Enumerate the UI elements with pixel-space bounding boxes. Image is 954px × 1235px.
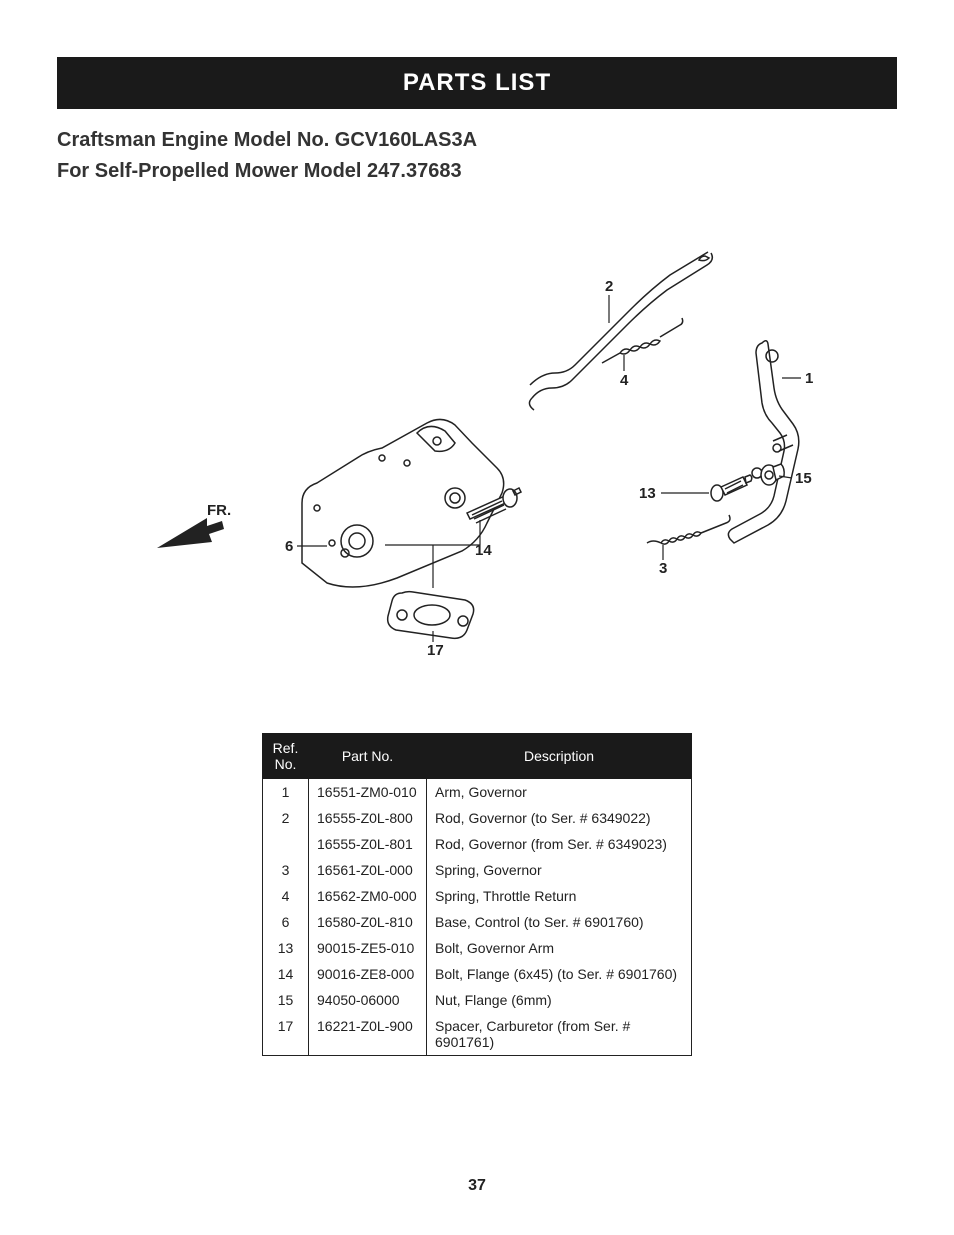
cell-partno: 90015-ZE5-010 [309, 935, 427, 961]
subtitle-line1: Craftsman Engine Model No. GCV160LAS3A [57, 129, 897, 152]
cell-desc: Spring, Throttle Return [427, 883, 692, 909]
page-number: 37 [0, 1177, 954, 1195]
callout-4: 4 [620, 372, 629, 389]
cell-partno: 16555-Z0L-801 [309, 831, 427, 857]
cell-partno: 16555-Z0L-800 [309, 805, 427, 831]
cell-desc: Bolt, Governor Arm [427, 935, 692, 961]
exploded-diagram: FR. 6 [57, 243, 897, 663]
callout-2: 2 [605, 278, 613, 295]
callout-13: 13 [639, 485, 656, 502]
callout-1: 1 [805, 370, 813, 387]
callout-17: 17 [427, 642, 444, 659]
cell-desc: Arm, Governor [427, 779, 692, 806]
cell-ref: 13 [263, 935, 309, 961]
cell-desc: Spacer, Carburetor (from Ser. # 6901761) [427, 1013, 692, 1056]
cell-ref: 6 [263, 909, 309, 935]
table-row: 1716221-Z0L-900Spacer, Carburetor (from … [263, 1013, 692, 1056]
th-ref: Ref. No. [263, 734, 309, 779]
cell-ref: 4 [263, 883, 309, 909]
part-bolt-governor-arm [711, 475, 752, 501]
cell-desc: Nut, Flange (6mm) [427, 987, 692, 1013]
table-row: 216555-Z0L-800Rod, Governor (to Ser. # 6… [263, 805, 692, 831]
table-row: 616580-Z0L-810Base, Control (to Ser. # 6… [263, 909, 692, 935]
part-arm-governor [728, 341, 798, 543]
table-row: 416562-ZM0-000Spring, Throttle Return [263, 883, 692, 909]
cell-ref: 2 [263, 805, 309, 831]
parts-table: Ref. No. Part No. Description 116551-ZM0… [262, 733, 692, 1056]
table-row: 1390015-ZE5-010Bolt, Governor Arm [263, 935, 692, 961]
cell-partno: 16221-Z0L-900 [309, 1013, 427, 1056]
cell-ref: 1 [263, 779, 309, 806]
cell-ref [263, 831, 309, 857]
cell-ref: 3 [263, 857, 309, 883]
fr-label: FR. [207, 502, 231, 519]
cell-ref: 15 [263, 987, 309, 1013]
part-spring-throttle [602, 318, 683, 363]
part-base-control [302, 419, 504, 587]
table-row: 16555-Z0L-801Rod, Governor (from Ser. # … [263, 831, 692, 857]
cell-desc: Base, Control (to Ser. # 6901760) [427, 909, 692, 935]
callout-3: 3 [659, 560, 667, 577]
cell-partno: 16561-Z0L-000 [309, 857, 427, 883]
cell-partno: 94050-06000 [309, 987, 427, 1013]
table-row: 316561-Z0L-000Spring, Governor [263, 857, 692, 883]
cell-desc: Rod, Governor (to Ser. # 6349022) [427, 805, 692, 831]
cell-ref: 17 [263, 1013, 309, 1056]
th-partno: Part No. [309, 734, 427, 779]
part-spacer-carburetor [388, 592, 474, 639]
cell-ref: 14 [263, 961, 309, 987]
cell-partno: 16562-ZM0-000 [309, 883, 427, 909]
table-row: 1594050-06000Nut, Flange (6mm) [263, 987, 692, 1013]
fr-arrow-icon [157, 518, 224, 548]
table-row: 1490016-ZE8-000Bolt, Flange (6x45) (to S… [263, 961, 692, 987]
th-desc: Description [427, 734, 692, 779]
banner-title: PARTS LIST [57, 57, 897, 109]
callout-6: 6 [285, 538, 293, 555]
cell-partno: 16551-ZM0-010 [309, 779, 427, 806]
cell-desc: Spring, Governor [427, 857, 692, 883]
table-row: 116551-ZM0-010Arm, Governor [263, 779, 692, 806]
cell-desc: Bolt, Flange (6x45) (to Ser. # 6901760) [427, 961, 692, 987]
callout-15: 15 [795, 470, 812, 487]
part-spring-governor [647, 515, 730, 544]
cell-partno: 90016-ZE8-000 [309, 961, 427, 987]
cell-partno: 16580-Z0L-810 [309, 909, 427, 935]
subtitle-line2: For Self-Propelled Mower Model 247.37683 [57, 160, 897, 183]
cell-desc: Rod, Governor (from Ser. # 6349023) [427, 831, 692, 857]
